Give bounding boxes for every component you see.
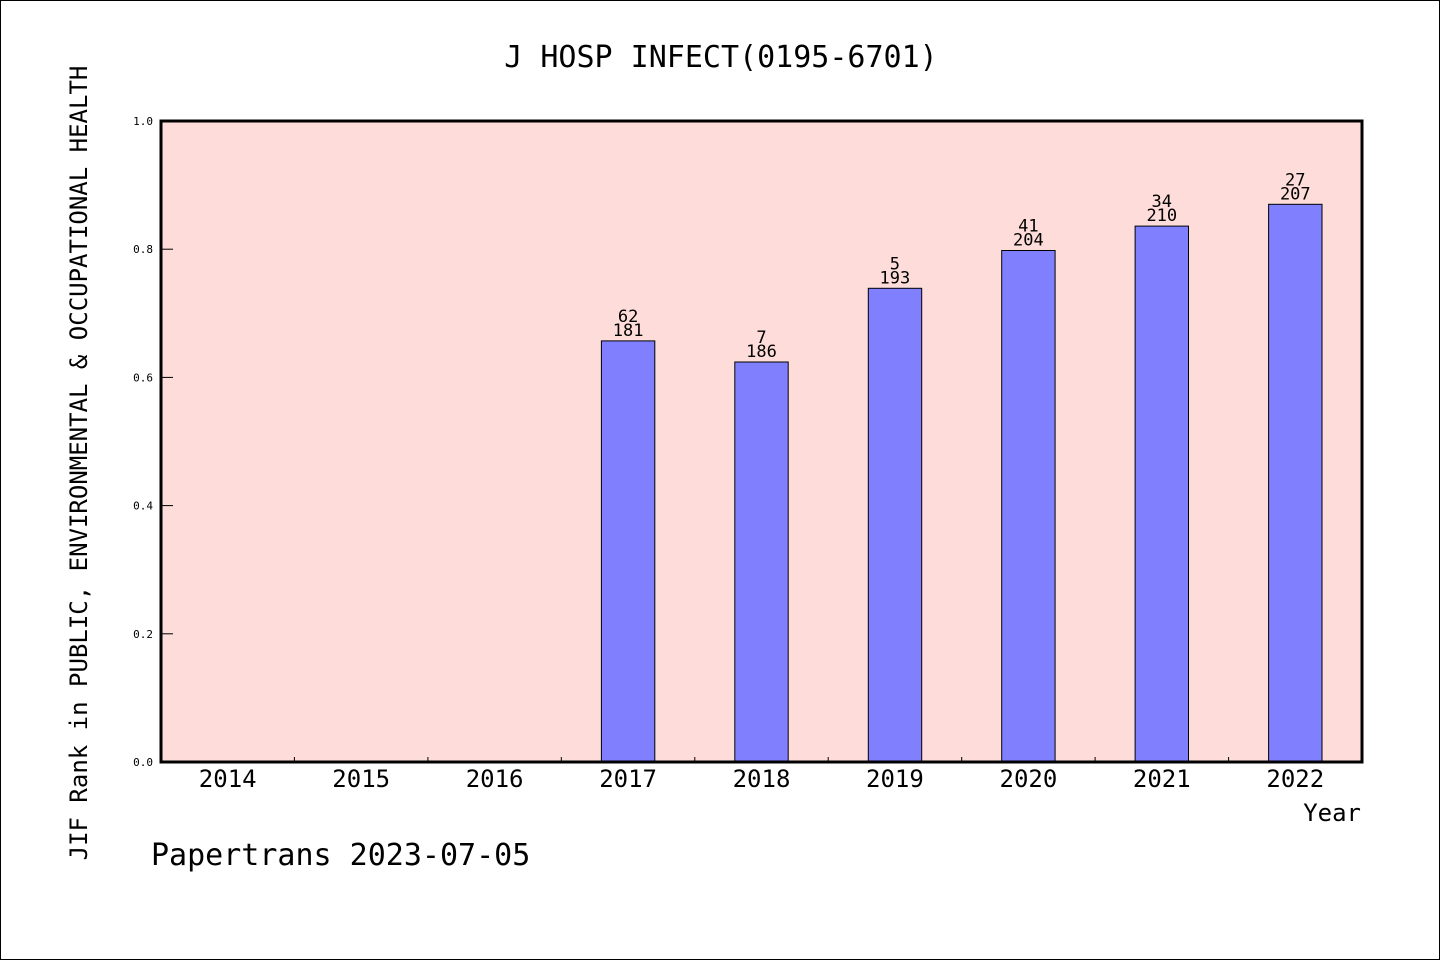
- y-tick-label-4: 0.8: [133, 243, 153, 256]
- footer-credit: Papertrans 2023-07-05: [151, 838, 530, 873]
- x-tick-label-2018: 2018: [733, 765, 791, 793]
- x-tick-label-2021: 2021: [1133, 765, 1191, 793]
- y-tick-label-0: 0.0: [133, 756, 153, 769]
- x-tick-label-2014: 2014: [199, 765, 257, 793]
- bar-label-rank-2018: 7: [756, 328, 766, 348]
- x-axis: 2014 2015 2016 2017 2018 2019 2020 2021 2022: [199, 757, 1324, 793]
- bar-2022: [1268, 203, 1323, 763]
- y-axis-label: JIF Rank in PUBLIC, ENVIRONMENTAL & OCCU…: [65, 66, 93, 861]
- x-tick-label-2015: 2015: [332, 765, 390, 793]
- y-tick-label-2: 0.4: [133, 500, 153, 513]
- bar-label-rank-2021: 34: [1152, 192, 1172, 212]
- bar-2019: [867, 287, 923, 763]
- bar-2017: [600, 340, 656, 763]
- bar-2018: [734, 361, 789, 763]
- y-tick-label-5: 1.0: [133, 115, 153, 128]
- x-tick-label-2016: 2016: [466, 765, 524, 793]
- bar-label-rank-2022: 27: [1285, 170, 1305, 190]
- bar-2021: [1134, 225, 1189, 763]
- chart-title: J HOSP INFECT(0195-6701): [504, 40, 937, 75]
- bar-label-rank-2020: 41: [1018, 217, 1038, 237]
- x-tick-label-2020: 2020: [1000, 765, 1058, 793]
- bar-label-total-2020: 204: [1013, 231, 1044, 251]
- bar-label-total-2018: 186: [746, 342, 777, 362]
- y-tick-label-3: 0.6: [133, 371, 153, 384]
- x-axis-label: Year: [1303, 799, 1361, 827]
- bar-2020: [1001, 250, 1056, 763]
- x-tick-label-2022: 2022: [1266, 765, 1324, 793]
- x-tick-label-2017: 2017: [599, 765, 657, 793]
- bar-label-total-2017: 181: [613, 321, 644, 341]
- bar-label-total-2019: 193: [880, 268, 911, 288]
- plot-border: [159, 119, 1364, 764]
- bar-label-total-2022: 207: [1280, 184, 1311, 204]
- bar-label-total-2021: 210: [1146, 206, 1177, 226]
- bars-group: [600, 203, 1323, 763]
- bar-label-rank-2017: 62: [618, 307, 638, 327]
- y-tick-label-1: 0.2: [133, 628, 153, 641]
- x-tick-label-2019: 2019: [866, 765, 924, 793]
- bar-label-rank-2019: 5: [890, 254, 900, 274]
